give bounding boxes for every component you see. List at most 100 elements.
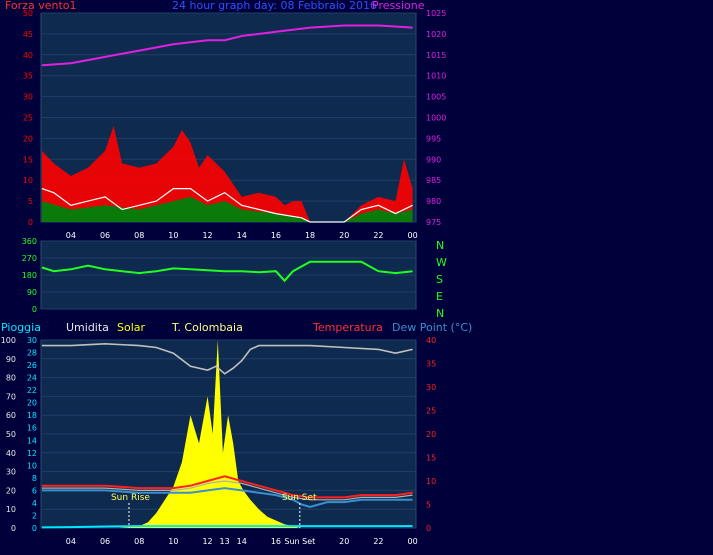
wind-tick-9: 45 bbox=[23, 30, 33, 39]
humidity-tick-12: 24 bbox=[27, 374, 37, 383]
wind-average-area bbox=[41, 196, 413, 222]
wind-tick-3: 15 bbox=[23, 155, 33, 164]
direction-tick-1: 90 bbox=[27, 288, 37, 297]
sunrise-label: Sun Rise bbox=[111, 493, 150, 503]
humidity-tick-9: 18 bbox=[27, 411, 37, 420]
rain-tick-5: 50 bbox=[6, 430, 16, 439]
pressure-tick-9: 1020 bbox=[426, 30, 446, 39]
hour-tick-top-7: 18 bbox=[305, 231, 315, 240]
humidity-tick-11: 22 bbox=[27, 386, 37, 395]
legend-colombaia: T. Colombaia bbox=[171, 321, 243, 334]
sunset-label: Sun Set bbox=[282, 493, 317, 503]
hour-tick-top-6: 16 bbox=[271, 231, 281, 240]
temperature-tick-2: 10 bbox=[426, 477, 436, 486]
humidity-tick-7: 14 bbox=[27, 436, 37, 445]
hour-tick-top-8: 20 bbox=[339, 231, 349, 240]
chart-title: 24 hour graph day: 08 Febbraio 2016 bbox=[172, 0, 377, 12]
wind-label: Forza vento1 bbox=[5, 0, 77, 12]
hour-tick-bottom-11: 00 bbox=[407, 537, 417, 546]
hour-tick-bottom-5: 13 bbox=[220, 537, 230, 546]
hour-tick-top-5: 14 bbox=[237, 231, 247, 240]
dewpoint-line bbox=[41, 487, 413, 508]
rain-tick-0: 0 bbox=[11, 524, 16, 533]
temperature-tick-8: 40 bbox=[426, 336, 436, 345]
hour-tick-top-1: 06 bbox=[100, 231, 110, 240]
wind-tick-6: 30 bbox=[23, 93, 33, 102]
humidity-tick-15: 30 bbox=[27, 336, 37, 345]
hour-tick-top-4: 12 bbox=[202, 231, 212, 240]
hour-tick-bottom-3: 10 bbox=[168, 537, 178, 546]
rain-tick-10: 100 bbox=[1, 336, 16, 345]
humidity-tick-2: 4 bbox=[32, 499, 37, 508]
wind-tick-2: 10 bbox=[23, 176, 33, 185]
temperature-tick-4: 20 bbox=[426, 430, 436, 439]
pressure-tick-6: 1005 bbox=[426, 93, 446, 102]
compass-e: E bbox=[436, 290, 443, 303]
wind-pressure-series bbox=[41, 24, 413, 223]
compass-n-bottom: N bbox=[436, 307, 444, 320]
humidity-tick-13: 26 bbox=[27, 361, 37, 370]
legend-temperature: Temperatura bbox=[312, 321, 383, 334]
rain-tick-6: 60 bbox=[6, 411, 16, 420]
temperature-tick-1: 5 bbox=[426, 501, 431, 510]
hour-tick-bottom-0: 04 bbox=[66, 537, 76, 546]
hour-tick-top-0: 04 bbox=[66, 231, 76, 240]
weather-series bbox=[41, 340, 413, 529]
sun-annotations: Sun Rise Sun Set bbox=[111, 493, 317, 503]
direction-series bbox=[41, 260, 413, 283]
hour-tick-bottom-2: 08 bbox=[134, 537, 144, 546]
legend-solar: Solar bbox=[117, 321, 146, 334]
wind-tick-4: 20 bbox=[23, 134, 33, 143]
direction-tick-4: 360 bbox=[22, 237, 37, 246]
direction-line bbox=[41, 260, 413, 283]
rain-tick-2: 20 bbox=[6, 486, 16, 495]
compass-s: S bbox=[436, 273, 443, 286]
humidity-tick-1: 2 bbox=[32, 511, 37, 520]
rain-tick-4: 40 bbox=[6, 449, 16, 458]
pressure-label: Pressione bbox=[372, 0, 425, 12]
wind-tick-10: 50 bbox=[23, 9, 33, 18]
hour-tick-bottom-9: 20 bbox=[339, 537, 349, 546]
rain-tick-3: 30 bbox=[6, 468, 16, 477]
wind-speed-line bbox=[41, 188, 413, 223]
hour-tick-top-10: 00 bbox=[407, 231, 417, 240]
hour-tick-bottom-7: 16 bbox=[271, 537, 281, 546]
rain-tick-9: 90 bbox=[6, 355, 16, 364]
legend-dewpoint: Dew Point (°C) bbox=[392, 321, 472, 334]
temperature-tick-3: 15 bbox=[426, 454, 436, 463]
weather-grid bbox=[41, 339, 416, 529]
hour-tick-top-2: 08 bbox=[134, 231, 144, 240]
legend: Pioggia Umidita Solar T. Colombaia Tempe… bbox=[1, 321, 472, 334]
rain-line bbox=[41, 525, 413, 529]
direction-ticks: 0 90 180 270 360 bbox=[22, 237, 37, 314]
hour-tick-bottom-4: 12 bbox=[202, 537, 212, 546]
pressure-tick-3: 990 bbox=[426, 155, 441, 164]
weather-ticks: 0102030405060708090100024681012141618202… bbox=[1, 336, 436, 546]
hour-tick-bottom-6: 14 bbox=[237, 537, 247, 546]
humidity-tick-4: 8 bbox=[32, 474, 37, 483]
pressure-tick-4: 995 bbox=[426, 134, 441, 143]
humidity-tick-0: 0 bbox=[32, 524, 37, 533]
pressure-tick-1: 980 bbox=[426, 197, 441, 206]
pressure-tick-8: 1015 bbox=[426, 51, 446, 60]
rain-tick-7: 70 bbox=[6, 392, 16, 401]
rain-tick-1: 10 bbox=[6, 505, 16, 514]
pressure-tick-10: 1025 bbox=[426, 9, 446, 18]
wind-tick-5: 25 bbox=[23, 114, 33, 123]
hour-tick-top-9: 22 bbox=[373, 231, 383, 240]
humidity-tick-3: 6 bbox=[32, 486, 37, 495]
wind-tick-1: 5 bbox=[28, 197, 33, 206]
legend-rain: Pioggia bbox=[1, 321, 41, 334]
temperature-tick-7: 35 bbox=[426, 360, 436, 369]
compass-n-top: N bbox=[436, 239, 444, 252]
humidity-tick-6: 12 bbox=[27, 449, 37, 458]
legend-humidity: Umidita bbox=[66, 321, 109, 334]
pressure-tick-7: 1010 bbox=[426, 72, 446, 81]
wind-gust-area bbox=[41, 125, 413, 222]
direction-tick-3: 270 bbox=[22, 254, 37, 263]
humidity-tick-10: 20 bbox=[27, 399, 37, 408]
pressure-line bbox=[41, 24, 413, 67]
hour-tick-bottom-1: 06 bbox=[100, 537, 110, 546]
wind-pressure-grid bbox=[41, 12, 416, 223]
